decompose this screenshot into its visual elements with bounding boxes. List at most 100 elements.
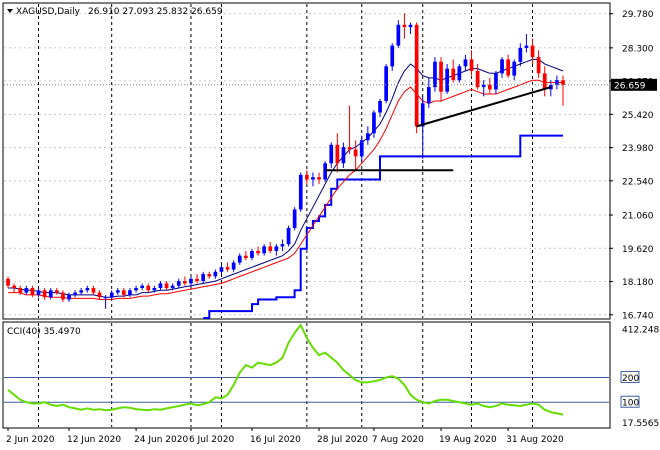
bull-candle (140, 283, 144, 291)
bull-candle (408, 22, 413, 35)
candle-body (542, 73, 547, 90)
current-price-badge (611, 78, 657, 91)
bear-candle (469, 50, 474, 76)
candle-body (384, 66, 388, 101)
candle-body (305, 174, 309, 180)
bull-candle (36, 287, 41, 298)
bull-candle (457, 64, 462, 83)
candle-body (390, 45, 395, 67)
x-tick-label: 24 Jun 2020 (134, 435, 188, 445)
bull-candle (109, 290, 114, 300)
bull-candle (116, 287, 120, 295)
candle-body (85, 288, 90, 291)
bear-candle (530, 38, 535, 65)
current-price-badge-text: 26.659 (614, 81, 646, 91)
candle-body (97, 292, 102, 298)
candle-body (463, 59, 468, 67)
collapse-triangle-icon[interactable] (7, 9, 13, 13)
candle-body (396, 24, 401, 46)
y-tick-label: 29.780 (622, 10, 654, 20)
bear-candle (335, 133, 340, 173)
candle-body (146, 285, 151, 291)
candle-body (280, 244, 285, 247)
bull-candle (384, 64, 388, 104)
bear-candle (12, 283, 16, 293)
candle-body (518, 47, 523, 62)
candle-body (500, 59, 504, 74)
bear-candle (146, 283, 151, 293)
candle-body (445, 68, 449, 92)
bull-candle (286, 225, 291, 247)
cci-tick-label: 17.5565 (622, 419, 659, 429)
red-moving-average (8, 79, 563, 300)
candle-body (469, 59, 474, 71)
y-tick-label: 16.740 (622, 311, 654, 321)
candle-body (195, 278, 199, 282)
bull-candle (298, 172, 303, 212)
bull-candle (237, 253, 242, 265)
bull-candle (329, 142, 334, 168)
candle-body (250, 251, 254, 258)
candle-body (67, 294, 71, 300)
candle-body (451, 68, 456, 81)
bull-candle (79, 287, 84, 295)
bear-candle (122, 287, 126, 298)
candle-body (176, 281, 181, 286)
bull-candle (158, 281, 163, 291)
candle-body (372, 112, 376, 134)
candle-body (103, 297, 108, 299)
candle-body (335, 144, 340, 164)
bear-candle (61, 290, 65, 302)
x-tick-label: 31 Aug 2020 (506, 435, 564, 445)
candle-body (164, 283, 169, 288)
candle-body (134, 288, 138, 291)
candle-body (488, 84, 492, 90)
candle-body (183, 281, 187, 284)
bear-candle (18, 285, 23, 295)
bull-candle (372, 110, 376, 138)
cci-level-tag (620, 370, 640, 383)
bull-candle (494, 70, 498, 95)
x-tick-label: 19 Aug 2020 (439, 435, 497, 445)
candle-body (512, 61, 517, 76)
bear-candle (91, 285, 96, 295)
candle-body (170, 285, 175, 288)
y-tick-label: 28.300 (622, 44, 654, 54)
bear-candle (542, 66, 547, 97)
cci-tick-label: 412.248 (622, 326, 659, 336)
bull-candle (481, 80, 486, 97)
bear-candle (42, 287, 47, 300)
bull-candle (524, 34, 529, 53)
bear-candle (225, 262, 230, 272)
x-tick-label: 6 Jul 2020 (189, 435, 234, 445)
candle-body (55, 290, 59, 293)
candle-body (353, 149, 358, 157)
bear-candle (244, 251, 248, 261)
candle-body (36, 290, 41, 295)
x-tick-label: 2 Jun 2020 (6, 435, 55, 445)
candle-body (237, 255, 242, 263)
candle-body (414, 24, 419, 127)
candle-body (317, 177, 321, 180)
candle-body (91, 288, 96, 293)
bull-candle (555, 75, 559, 90)
candle-body (225, 267, 230, 270)
bull-candle (103, 294, 108, 309)
candle-body (433, 61, 437, 88)
candle-body (140, 285, 144, 288)
bull-candle (274, 244, 279, 256)
candle-body (408, 24, 413, 28)
bull-candle (445, 64, 449, 95)
bear-candle (561, 75, 565, 106)
bear-candle (183, 276, 187, 286)
candle-body (536, 57, 541, 74)
channel-line (203, 134, 563, 319)
bull-candle (463, 54, 468, 71)
bear-candle (30, 285, 35, 298)
bull-candle (73, 290, 77, 298)
trend-line[interactable] (416, 86, 552, 128)
bull-candle (323, 161, 327, 182)
candle-body (274, 246, 279, 251)
bear-candle (488, 77, 492, 95)
